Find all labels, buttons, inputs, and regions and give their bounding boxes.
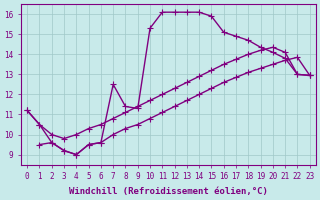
X-axis label: Windchill (Refroidissement éolien,°C): Windchill (Refroidissement éolien,°C) <box>69 187 268 196</box>
